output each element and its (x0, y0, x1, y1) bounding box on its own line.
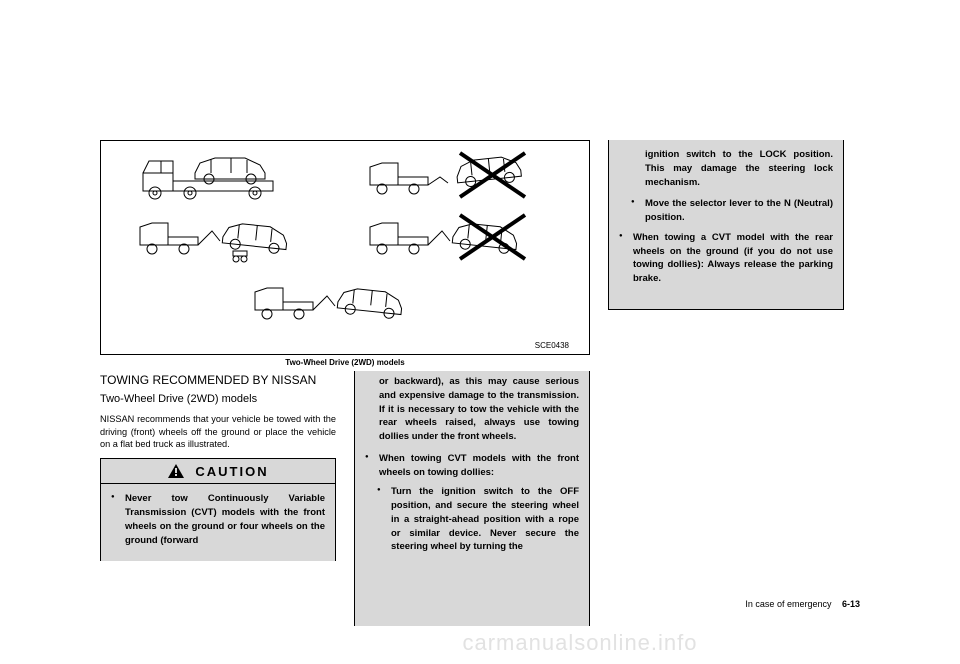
caution-body: Never tow Continuously Variable Transmis… (100, 483, 336, 561)
footer-section: In case of emergency (745, 599, 831, 609)
footer-page-number: 6-13 (842, 599, 860, 609)
caution-continuation-text: or backward), as this may cause serious … (365, 375, 579, 444)
column-2: or backward), as this may cause serious … (354, 371, 590, 626)
caution-continuation-text: ignition switch to the LOCK position. Th… (619, 148, 833, 189)
caution-subitem: Turn the ignition switch to the OFF posi… (365, 485, 579, 554)
towing-figure: SCE0438 (100, 140, 590, 355)
warning-triangle-icon (167, 463, 185, 479)
caution-item: Never tow Continuously Variable Transmis… (111, 492, 325, 547)
figure-id: SCE0438 (121, 341, 569, 350)
section-subheading: Two-Wheel Drive (2WD) models (100, 393, 336, 407)
towing-flatbed-icon (135, 151, 325, 201)
caution-continuation: ignition switch to the LOCK position. Th… (608, 140, 844, 310)
caution-continuation: or backward), as this may cause serious … (354, 371, 590, 626)
column-1: TOWING RECOMMENDED BY NISSAN Two-Wheel D… (100, 371, 336, 626)
figure-row (121, 211, 569, 266)
towing-rear-lift-crossed-icon (365, 151, 555, 201)
figure-caption: Two-Wheel Drive (2WD) models (100, 358, 590, 367)
body-paragraph: NISSAN recommends that your vehicle be t… (100, 413, 336, 450)
caution-header: CAUTION (100, 458, 336, 483)
caution-item: When towing CVT models with the front wh… (365, 452, 579, 480)
towing-front-lift-crossed-icon (365, 211, 555, 266)
figure-row (121, 151, 569, 201)
figure-row (121, 276, 569, 331)
caution-subitem: Move the selector lever to the N (Neutra… (619, 197, 833, 225)
caution-item: When towing a CVT model with the rear wh… (619, 231, 833, 286)
watermark: carmanualsonline.info (100, 630, 960, 656)
section-heading: TOWING RECOMMENDED BY NISSAN (100, 373, 336, 387)
page-footer: In case of emergency 6-13 (745, 599, 860, 609)
towing-front-lift-dolly-icon (135, 211, 325, 266)
towing-front-lift-ok-icon (250, 276, 440, 331)
caution-label: CAUTION (195, 464, 268, 479)
column-3: ignition switch to the LOCK position. Th… (608, 140, 844, 626)
